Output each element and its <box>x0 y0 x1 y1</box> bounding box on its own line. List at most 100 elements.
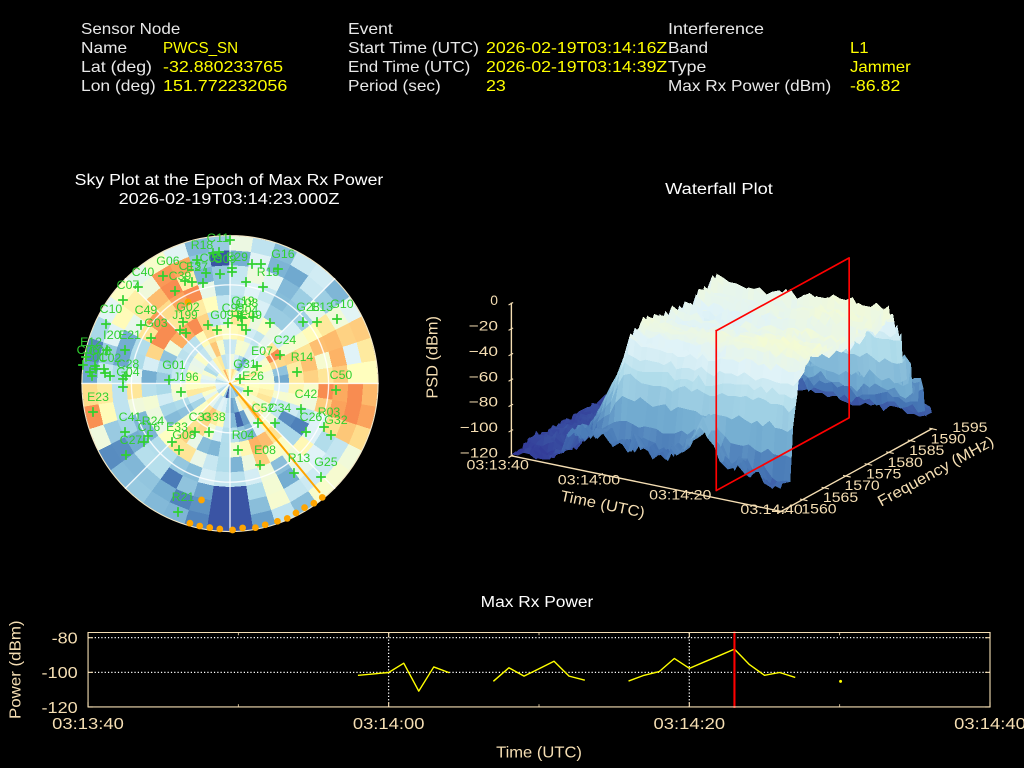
svg-text:C33: C33 <box>189 412 212 424</box>
svg-text:03:14:00: 03:14:00 <box>353 716 425 733</box>
svg-text:C28: C28 <box>117 359 140 371</box>
svg-text:Max Rx Power (dBm): Max Rx Power (dBm) <box>668 78 831 95</box>
svg-text:G28: G28 <box>296 302 319 314</box>
svg-text:C02: C02 <box>99 353 122 365</box>
svg-text:Sky Plot at the Epoch of Max R: Sky Plot at the Epoch of Max Rx Power <box>75 171 384 189</box>
svg-text:G32: G32 <box>324 415 347 427</box>
svg-text:E13: E13 <box>311 302 333 314</box>
svg-text:I20: I20 <box>103 330 121 342</box>
svg-text:1580: 1580 <box>888 454 924 470</box>
svg-text:Band: Band <box>668 40 708 57</box>
svg-text:G09: G09 <box>210 310 233 322</box>
svg-text:2026-02-19T03:14:23.000Z: 2026-02-19T03:14:23.000Z <box>119 190 340 208</box>
svg-text:0: 0 <box>490 292 498 308</box>
svg-text:03:14:40: 03:14:40 <box>954 716 1024 733</box>
svg-text:Max Rx Power: Max Rx Power <box>481 593 594 611</box>
svg-text:E33: E33 <box>166 422 188 434</box>
svg-text:1590: 1590 <box>931 431 967 447</box>
svg-text:Interference: Interference <box>668 21 764 38</box>
svg-text:-120: -120 <box>41 700 77 717</box>
svg-text:-80: -80 <box>52 630 78 647</box>
svg-text:C10: C10 <box>100 304 123 316</box>
svg-text:C09: C09 <box>214 254 237 266</box>
svg-text:G04: G04 <box>116 367 140 379</box>
svg-text:C08: C08 <box>89 346 112 358</box>
svg-text:PWCS_SN: PWCS_SN <box>163 40 238 57</box>
svg-text:E09: E09 <box>240 310 262 322</box>
svg-text:2026-02-19T03:14:16Z: 2026-02-19T03:14:16Z <box>486 40 668 57</box>
svg-text:151.772232056: 151.772232056 <box>163 78 287 95</box>
svg-text:C50: C50 <box>330 370 353 382</box>
svg-text:C07: C07 <box>117 280 140 292</box>
svg-text:Waterfall Plot: Waterfall Plot <box>665 180 773 198</box>
svg-text:C42: C42 <box>295 389 318 401</box>
svg-text:J199: J199 <box>172 310 197 322</box>
svg-text:E26: E26 <box>242 371 264 383</box>
svg-text:G03: G03 <box>144 318 167 330</box>
svg-text:C24: C24 <box>274 335 297 347</box>
svg-text:E01: E01 <box>84 352 106 364</box>
svg-text:2026-02-19T03:14:39Z: 2026-02-19T03:14:39Z <box>486 59 668 76</box>
svg-text:Name: Name <box>81 40 127 57</box>
svg-text:R13: R13 <box>288 453 311 465</box>
svg-text:E21: E21 <box>119 330 141 342</box>
svg-text:03:13:40: 03:13:40 <box>52 716 124 733</box>
svg-text:C41: C41 <box>119 412 142 424</box>
svg-text:−120: −120 <box>460 445 499 461</box>
svg-text:-86.82: -86.82 <box>850 78 900 95</box>
svg-text:Jammer: Jammer <box>850 59 911 76</box>
svg-text:Period (sec): Period (sec) <box>348 78 441 95</box>
svg-text:R24: R24 <box>142 416 165 428</box>
svg-text:G19: G19 <box>231 296 254 308</box>
svg-text:1570: 1570 <box>844 477 880 493</box>
svg-text:End Time (UTC): End Time (UTC) <box>348 59 470 76</box>
svg-text:E08: E08 <box>254 445 276 457</box>
svg-text:C34: C34 <box>269 403 292 415</box>
svg-text:R03: R03 <box>318 407 341 419</box>
svg-text:03:14:20: 03:14:20 <box>649 486 712 502</box>
svg-text:1585: 1585 <box>909 442 945 458</box>
svg-text:Type: Type <box>668 59 706 76</box>
svg-text:R21: R21 <box>172 492 195 504</box>
svg-text:23: 23 <box>486 78 506 95</box>
svg-text:C49: C49 <box>135 305 158 317</box>
svg-text:03:13:40: 03:13:40 <box>467 457 530 473</box>
svg-text:G10: G10 <box>330 299 353 311</box>
svg-text:C03: C03 <box>236 298 259 310</box>
svg-text:PSD (dBm): PSD (dBm) <box>424 316 441 399</box>
svg-text:G38: G38 <box>202 412 225 424</box>
svg-text:R14: R14 <box>291 352 314 364</box>
svg-text:L1: L1 <box>850 40 869 57</box>
svg-text:Sensor Node: Sensor Node <box>81 21 180 38</box>
svg-text:R04: R04 <box>232 430 255 442</box>
svg-text:−80: −80 <box>469 394 499 410</box>
svg-text:-32.880233765: -32.880233765 <box>163 59 283 76</box>
svg-text:R15: R15 <box>257 267 280 279</box>
svg-text:G31: G31 <box>233 359 256 371</box>
svg-text:E27: E27 <box>186 262 208 274</box>
svg-text:1595: 1595 <box>952 419 988 435</box>
svg-text:C27: C27 <box>120 435 143 447</box>
svg-text:G08: G08 <box>172 430 195 442</box>
svg-text:G06: G06 <box>156 256 179 268</box>
svg-text:C13: C13 <box>179 261 202 273</box>
svg-text:C11: C11 <box>207 233 230 245</box>
svg-text:−40: −40 <box>469 343 499 359</box>
svg-text:E07: E07 <box>251 346 273 358</box>
svg-text:R18: R18 <box>191 240 213 252</box>
svg-text:−100: −100 <box>460 419 499 435</box>
svg-text:C16: C16 <box>138 422 161 434</box>
svg-text:Start Time (UTC): Start Time (UTC) <box>348 40 479 57</box>
svg-text:Time (UTC): Time (UTC) <box>496 744 582 761</box>
svg-text:Event: Event <box>348 21 393 38</box>
svg-text:Power (dBm): Power (dBm) <box>7 620 24 719</box>
svg-text:Lon (deg): Lon (deg) <box>81 78 156 95</box>
svg-text:G16: G16 <box>271 249 294 261</box>
svg-text:03:14:20: 03:14:20 <box>654 716 726 733</box>
svg-text:G01: G01 <box>162 360 185 372</box>
svg-text:−20: −20 <box>469 317 499 333</box>
svg-text:E12: E12 <box>80 337 102 349</box>
svg-text:1575: 1575 <box>866 466 902 482</box>
svg-text:E23: E23 <box>87 392 109 404</box>
svg-text:J196: J196 <box>173 372 198 384</box>
